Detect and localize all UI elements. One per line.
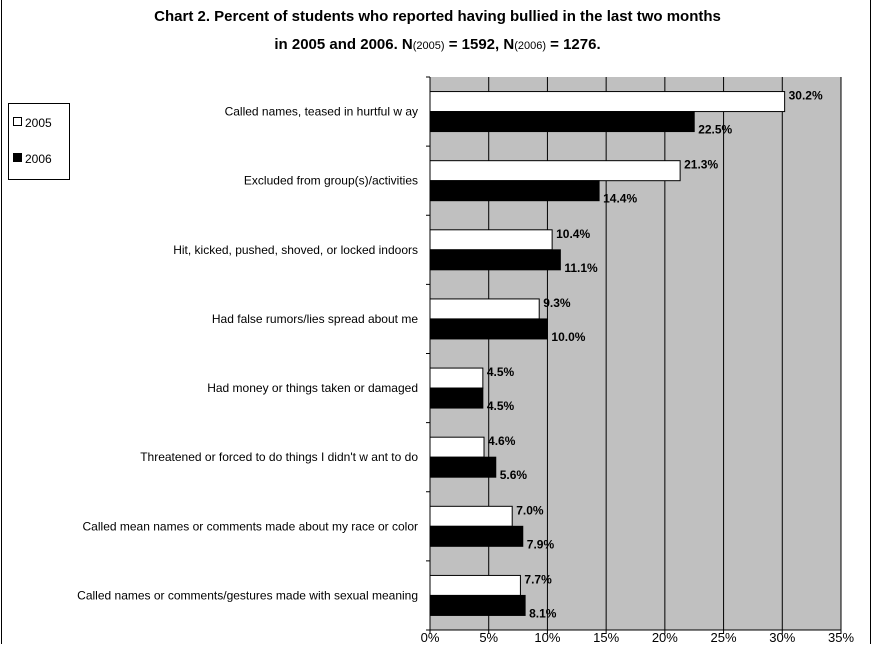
category-label: Called names or comments/gestures made w… <box>77 588 418 602</box>
title-text-mid: = 1592, N <box>444 36 515 53</box>
chart-title-line-2: in 2005 and 2006. N(2005) = 1592, N(2006… <box>0 36 875 53</box>
plot-area <box>430 77 841 630</box>
data-label-2006: 5.6% <box>500 468 528 482</box>
bar-2005 <box>429 436 485 458</box>
data-label-2005: 9.3% <box>543 296 571 310</box>
bar-2006 <box>429 594 526 616</box>
chart-title-line-1: Chart 2. Percent of students who reporte… <box>154 8 721 25</box>
data-label-2005: 21.3% <box>684 158 718 172</box>
data-label-2006: 8.1% <box>529 606 557 620</box>
bar-2005 <box>429 367 484 389</box>
data-label-2005: 7.7% <box>524 572 552 586</box>
category-label: Had money or things taken or damaged <box>207 381 418 395</box>
data-label-2005: 7.0% <box>516 503 544 517</box>
x-tick-label: 0% <box>421 630 440 645</box>
category-label: Threatened or forced to do things I didn… <box>140 450 418 464</box>
legend-item-2005: 2005 <box>13 116 52 130</box>
bar-2006 <box>429 111 695 133</box>
category-label: Hit, kicked, pushed, shoved, or locked i… <box>173 243 418 257</box>
legend-swatch-2006 <box>13 153 22 162</box>
bar-2006 <box>429 249 561 271</box>
data-label-2006: 22.5% <box>698 123 732 137</box>
x-tick-label: 5% <box>479 630 498 645</box>
legend-label-2005: 2005 <box>25 116 52 130</box>
bar-2005 <box>429 91 786 113</box>
data-label-2006: 7.9% <box>527 537 555 551</box>
data-label-2006: 4.5% <box>487 399 515 413</box>
data-label-2005: 30.2% <box>789 89 823 103</box>
legend-swatch-2005 <box>13 117 22 126</box>
x-tick-label: 30% <box>769 630 795 645</box>
data-label-2006: 10.0% <box>551 330 585 344</box>
bar-2005 <box>429 574 521 596</box>
data-label-2005: 4.5% <box>487 365 515 379</box>
bar-2006 <box>429 456 497 478</box>
bar-2006 <box>429 525 524 547</box>
bar-2005 <box>429 229 553 251</box>
x-tick-label: 20% <box>652 630 678 645</box>
data-label-2005: 4.6% <box>488 434 516 448</box>
category-label: Excluded from group(s)/activities <box>244 174 418 188</box>
bar-2005 <box>429 505 513 527</box>
legend-item-2006: 2006 <box>13 152 52 166</box>
x-tick-label: 10% <box>534 630 560 645</box>
title-text-prefix: in 2005 and 2006. N <box>274 36 413 53</box>
category-label: Called mean names or comments made about… <box>83 519 418 533</box>
x-tick-label: 25% <box>711 630 737 645</box>
bar-2006 <box>429 318 548 340</box>
title-subscript-2006: (2006) <box>514 40 546 52</box>
title-subscript-2005: (2005) <box>412 40 445 52</box>
data-label-2006: 14.4% <box>603 192 637 206</box>
bars <box>429 91 786 616</box>
legend-label-2006: 2006 <box>25 152 52 166</box>
x-tick-label: 35% <box>828 630 854 645</box>
data-label-2006: 11.1% <box>564 261 598 275</box>
bar-2005 <box>429 298 540 320</box>
bar-2006 <box>429 387 484 409</box>
bar-2006 <box>429 180 600 202</box>
axes <box>426 76 842 634</box>
bar-2005 <box>429 160 681 182</box>
labels: 30.2% 22.5% Called names, teased in hurtfu… <box>77 89 854 645</box>
title-text-suffix: = 1276. <box>546 36 601 53</box>
category-label: Had false rumors/lies spread about me <box>212 312 418 326</box>
category-label: Called names, teased in hurtful w ay <box>225 105 418 119</box>
x-tick-label: 15% <box>593 630 619 645</box>
data-label-2005: 10.4% <box>556 227 590 241</box>
legend: 2005 2006 <box>8 103 70 180</box>
